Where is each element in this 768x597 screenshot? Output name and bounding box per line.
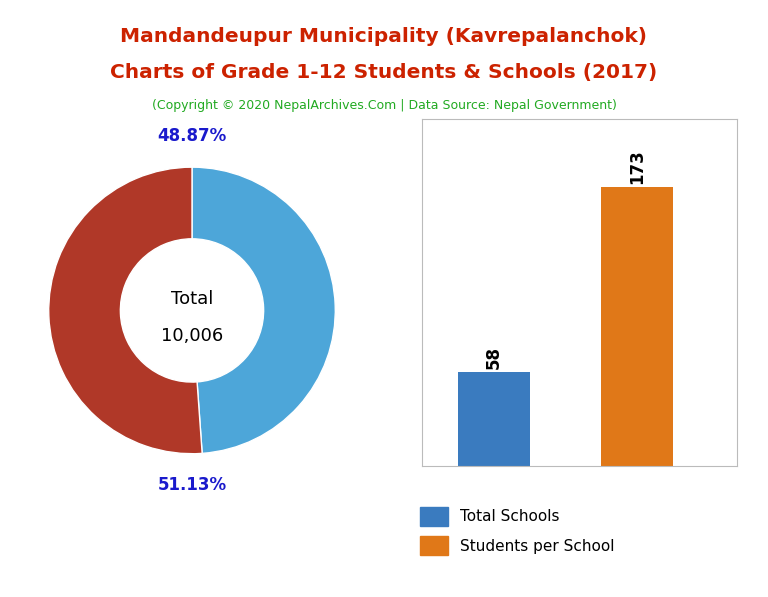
Text: Total: Total [170, 290, 214, 308]
Text: Mandandeupur Municipality (Kavrepalanchok): Mandandeupur Municipality (Kavrepalancho… [121, 27, 647, 46]
Wedge shape [48, 167, 202, 454]
Text: 48.87%: 48.87% [157, 127, 227, 144]
Text: Charts of Grade 1-12 Students & Schools (2017): Charts of Grade 1-12 Students & Schools … [111, 63, 657, 82]
Bar [601, 187, 673, 466]
Legend: Total Schools, Students per School: Total Schools, Students per School [414, 501, 621, 561]
Text: 51.13%: 51.13% [157, 476, 227, 494]
Text: 58: 58 [485, 346, 503, 369]
Text: 173: 173 [628, 149, 646, 184]
Wedge shape [192, 167, 336, 453]
Text: 10,006: 10,006 [161, 327, 223, 345]
Text: (Copyright © 2020 NepalArchives.Com | Data Source: Nepal Government): (Copyright © 2020 NepalArchives.Com | Da… [151, 99, 617, 112]
Bar [458, 373, 530, 466]
